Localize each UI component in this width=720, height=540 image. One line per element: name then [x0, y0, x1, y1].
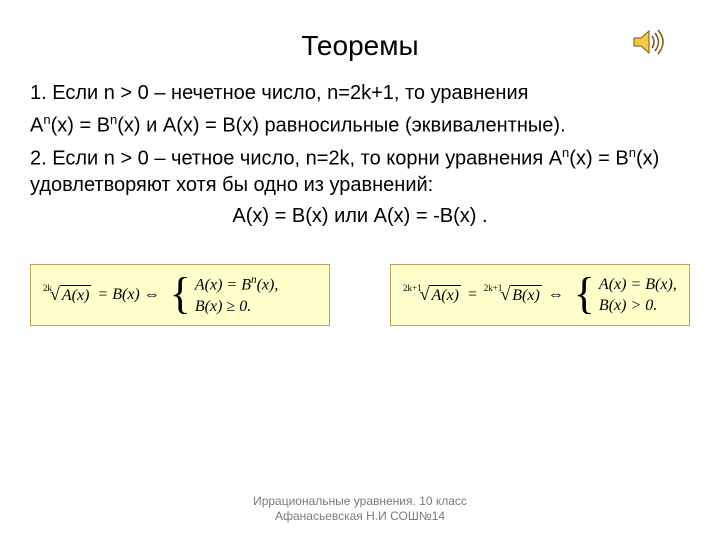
root-argument: A(x)	[60, 285, 92, 305]
theorem-2-line-2: А(х) = В(х) или А(х) = -В(х) .	[30, 203, 690, 230]
left-brace: {	[574, 276, 595, 311]
formula-box-2: 2k+1 √ A(x) = 2k+1 √ B(x) ⇔ { A(x) = B(x…	[390, 264, 690, 326]
iff-arrow: ⇔	[144, 286, 160, 304]
text-fragment: A	[30, 115, 43, 137]
root-argument: A(x)	[429, 285, 461, 305]
slide-title: Теоремы	[30, 30, 690, 62]
slide-footer: Иррациональные уравнения. 10 класс Афана…	[0, 494, 720, 524]
nth-root: 2k √ A(x)	[43, 285, 91, 305]
root-argument: B(x)	[510, 285, 542, 305]
nth-root: 2k+1 √ A(x)	[403, 285, 461, 305]
superscript-n: n	[629, 145, 636, 160]
formula-row: 2k √ A(x) = B(x) ⇔ { A(x) = Bn(x), B(x) …	[30, 264, 690, 326]
root-degree: 2k+1	[484, 283, 503, 293]
equals: =	[93, 286, 112, 304]
root-degree: 2k	[43, 283, 52, 293]
theorem-1-line-2: An(x) = Bn(x) и А(х) = В(х) равносильные…	[30, 111, 690, 140]
text-fragment: A(x) = B	[195, 276, 251, 293]
footer-line-2: Афанасьевская Н.И СОШ№14	[0, 509, 720, 524]
system: A(x) = Bn(x), B(x) ≥ 0.	[195, 273, 278, 318]
text-fragment: 2. Если n > 0 – четное число, n=2k, то к…	[30, 147, 562, 169]
iff-arrow: ⇔	[548, 286, 564, 304]
system-line-2: B(x) > 0.	[599, 295, 677, 317]
formula-box-1: 2k √ A(x) = B(x) ⇔ { A(x) = Bn(x), B(x) …	[30, 264, 330, 326]
system-line-1: A(x) = B(x),	[599, 274, 677, 296]
equals: =	[463, 286, 482, 304]
sound-icon	[632, 28, 666, 61]
left-brace: {	[170, 276, 191, 311]
text-fragment: (x) = B	[51, 115, 110, 137]
root-degree: 2k+1	[403, 283, 422, 293]
system-line-1: A(x) = Bn(x),	[195, 273, 278, 296]
system: A(x) = B(x), B(x) > 0.	[599, 274, 677, 317]
text-fragment: (x) и А(х) = В(х) равносильные (эквивале…	[117, 115, 565, 137]
superscript-n: n	[43, 112, 50, 127]
theorem-1-line-1: 1. Если n > 0 – нечетное число, n=2k+1, …	[30, 80, 690, 107]
footer-line-1: Иррациональные уравнения. 10 класс	[0, 494, 720, 509]
theorem-2-line-1: 2. Если n > 0 – четное число, n=2k, то к…	[30, 144, 690, 200]
text-fragment: (x),	[257, 276, 279, 293]
text-fragment: (х) = В	[569, 147, 628, 169]
nth-root: 2k+1 √ B(x)	[484, 285, 542, 305]
system-line-2: B(x) ≥ 0.	[195, 296, 278, 318]
rhs: B(x)	[112, 286, 140, 304]
